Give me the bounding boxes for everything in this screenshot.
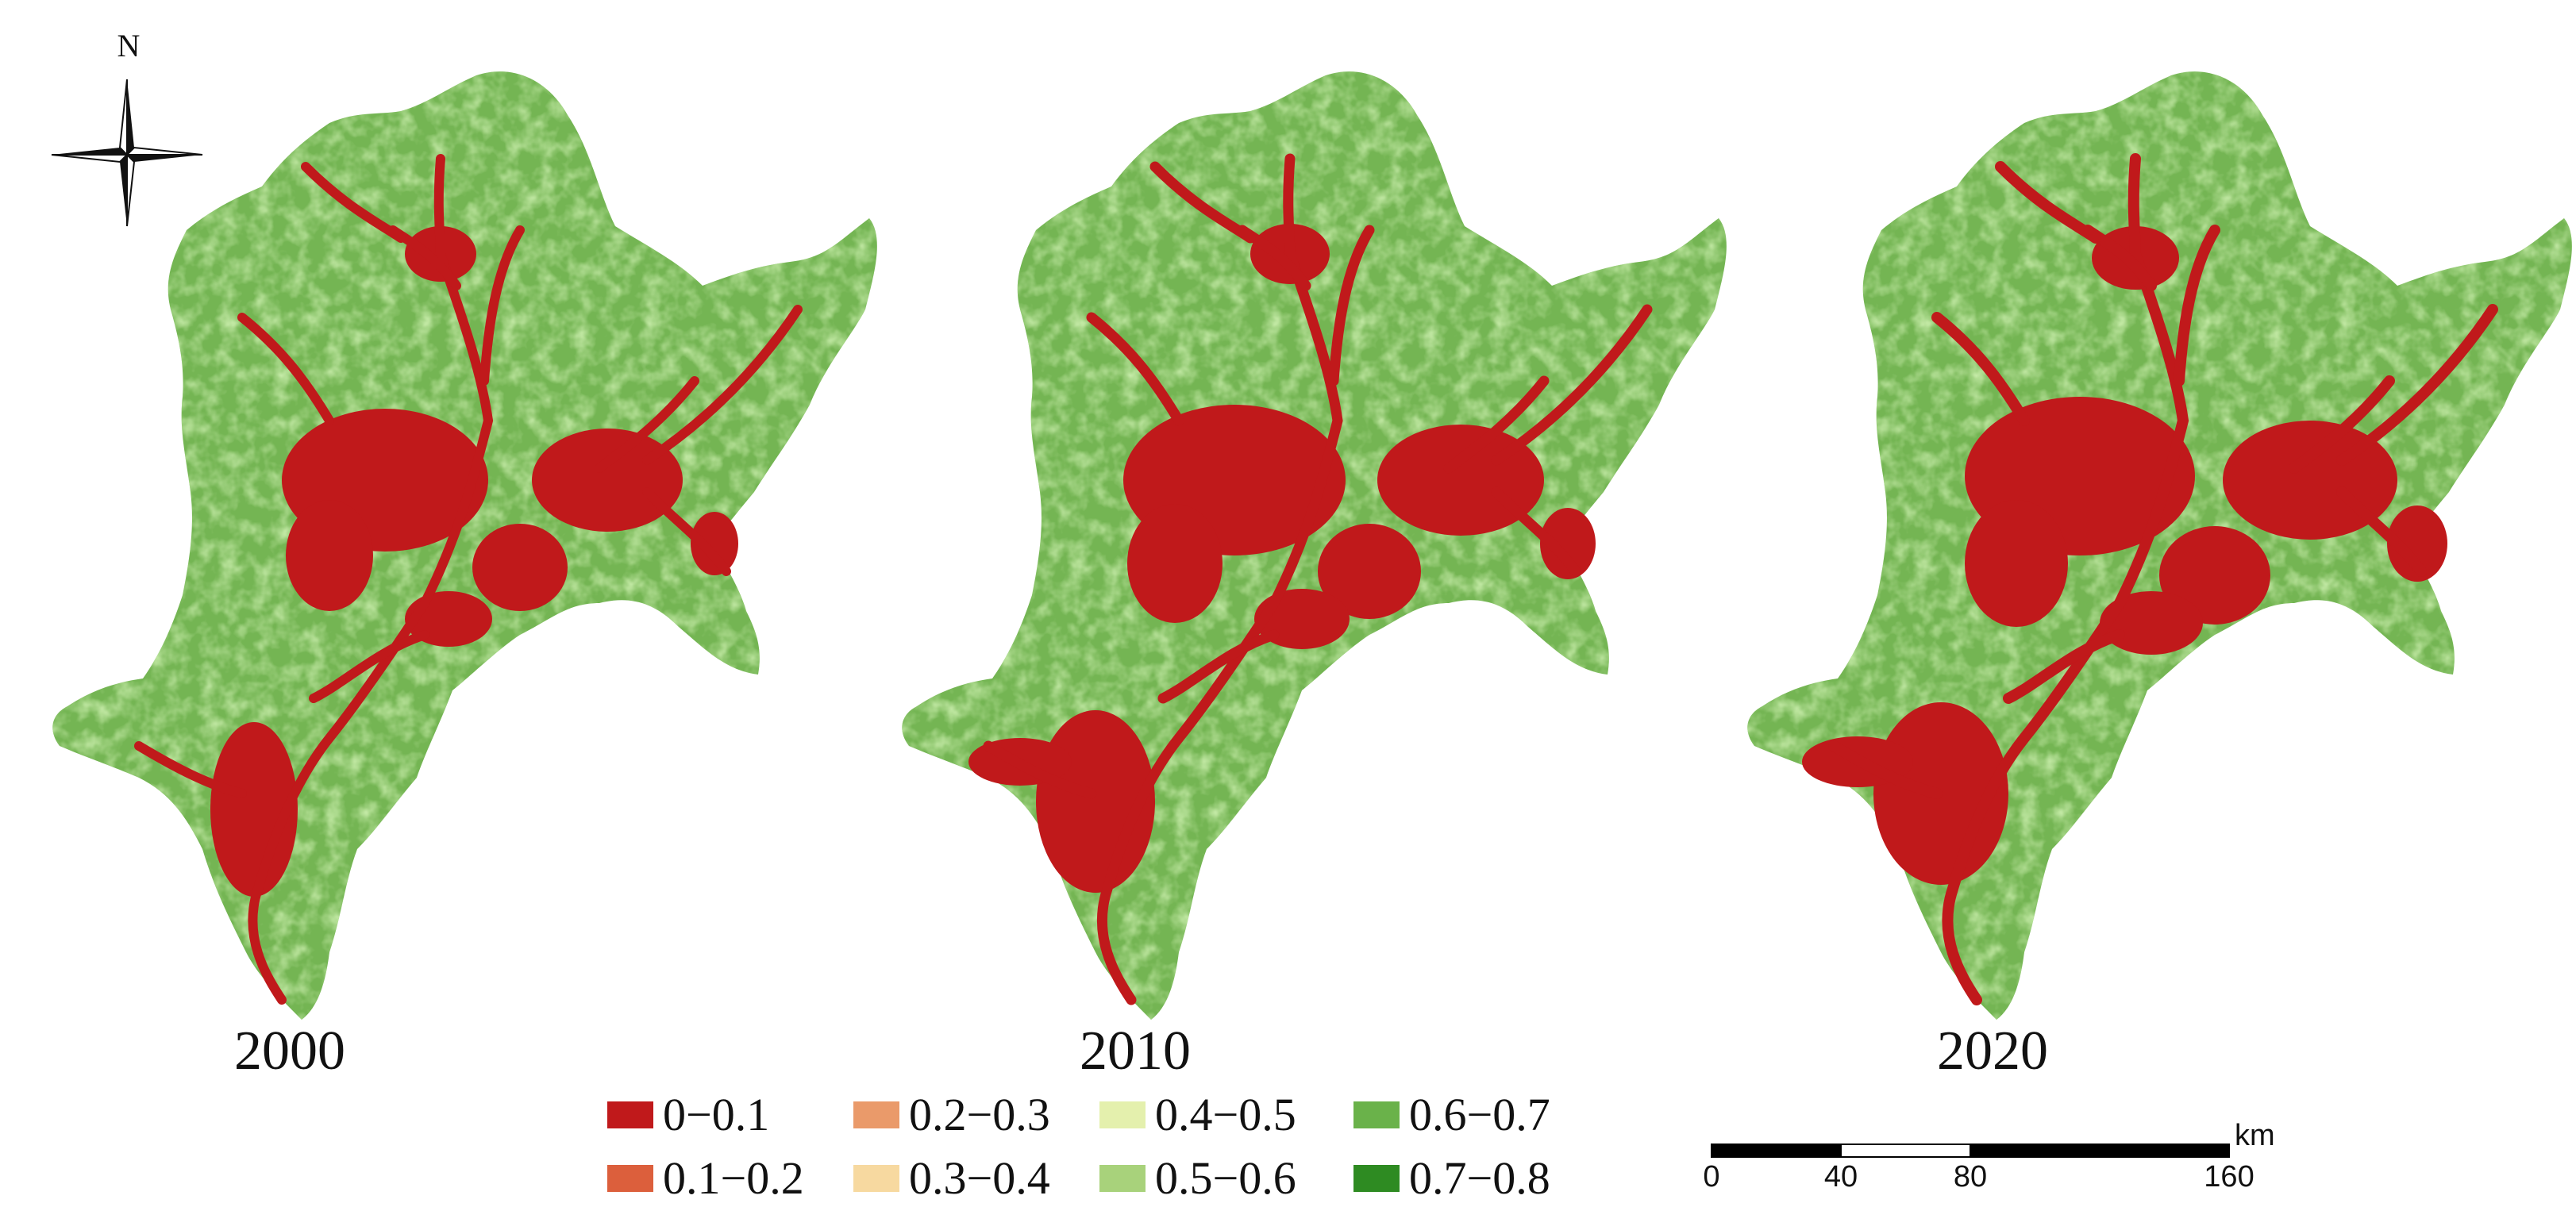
legend-label: 0.4−0.5 xyxy=(1155,1089,1296,1140)
legend-item: 0.4−0.5 xyxy=(1099,1087,1296,1143)
map-2020 xyxy=(1747,71,2572,1021)
year-label-2000: 2000 xyxy=(234,1021,345,1082)
legend-label: 0.1−0.2 xyxy=(663,1152,804,1204)
legend-swatch xyxy=(1099,1165,1146,1192)
scale-tick-0: 0 xyxy=(1703,1160,1720,1193)
year-label-2020: 2020 xyxy=(1937,1021,2048,1082)
legend-item: 0.6−0.7 xyxy=(1353,1087,1550,1143)
map-2000 xyxy=(52,71,877,1021)
legend-item: 0−0.1 xyxy=(607,1087,769,1143)
scale-bar-graphic xyxy=(1711,1144,2230,1158)
river-network xyxy=(134,154,803,1005)
legend-swatch xyxy=(1353,1101,1400,1128)
legend-label: 0.6−0.7 xyxy=(1409,1089,1550,1140)
scale-tick-40: 40 xyxy=(1823,1160,1858,1193)
legend-swatch xyxy=(1099,1101,1146,1128)
river-network xyxy=(1828,153,2498,1005)
legend-item: 0.2−0.3 xyxy=(853,1087,1050,1143)
river-network xyxy=(983,153,1653,1005)
legend-label: 0.2−0.3 xyxy=(909,1089,1050,1140)
legend-label: 0.7−0.8 xyxy=(1409,1152,1550,1204)
legend-label: 0−0.1 xyxy=(663,1089,770,1140)
legend-swatch xyxy=(607,1101,653,1128)
legend-label: 0.5−0.6 xyxy=(1155,1152,1296,1204)
legend-swatch xyxy=(607,1165,653,1192)
legend-swatch xyxy=(853,1101,899,1128)
north-label: N xyxy=(117,28,141,63)
legend: 0−0.1 0.1−0.2 0.2−0.3 0.3−0.4 0.4−0.5 0.… xyxy=(607,1087,1600,1214)
legend-item: 0.3−0.4 xyxy=(853,1151,1050,1206)
scale-tick-160: 160 xyxy=(2204,1160,2254,1193)
legend-item: 0.7−0.8 xyxy=(1353,1151,1550,1206)
legend-swatch xyxy=(853,1165,899,1192)
scale-tick-80: 80 xyxy=(1953,1160,1988,1193)
scale-bar: 0 40 80 160 km xyxy=(1703,1120,2310,1214)
legend-item: 0.5−0.6 xyxy=(1099,1151,1296,1206)
map-2010 xyxy=(902,71,1727,1021)
legend-swatch xyxy=(1353,1165,1400,1192)
year-label-2010: 2010 xyxy=(1080,1021,1191,1082)
compass-rose-icon xyxy=(51,79,203,227)
scale-unit: km xyxy=(2235,1119,2275,1152)
legend-label: 0.3−0.4 xyxy=(909,1152,1050,1204)
legend-item: 0.1−0.2 xyxy=(607,1151,804,1206)
